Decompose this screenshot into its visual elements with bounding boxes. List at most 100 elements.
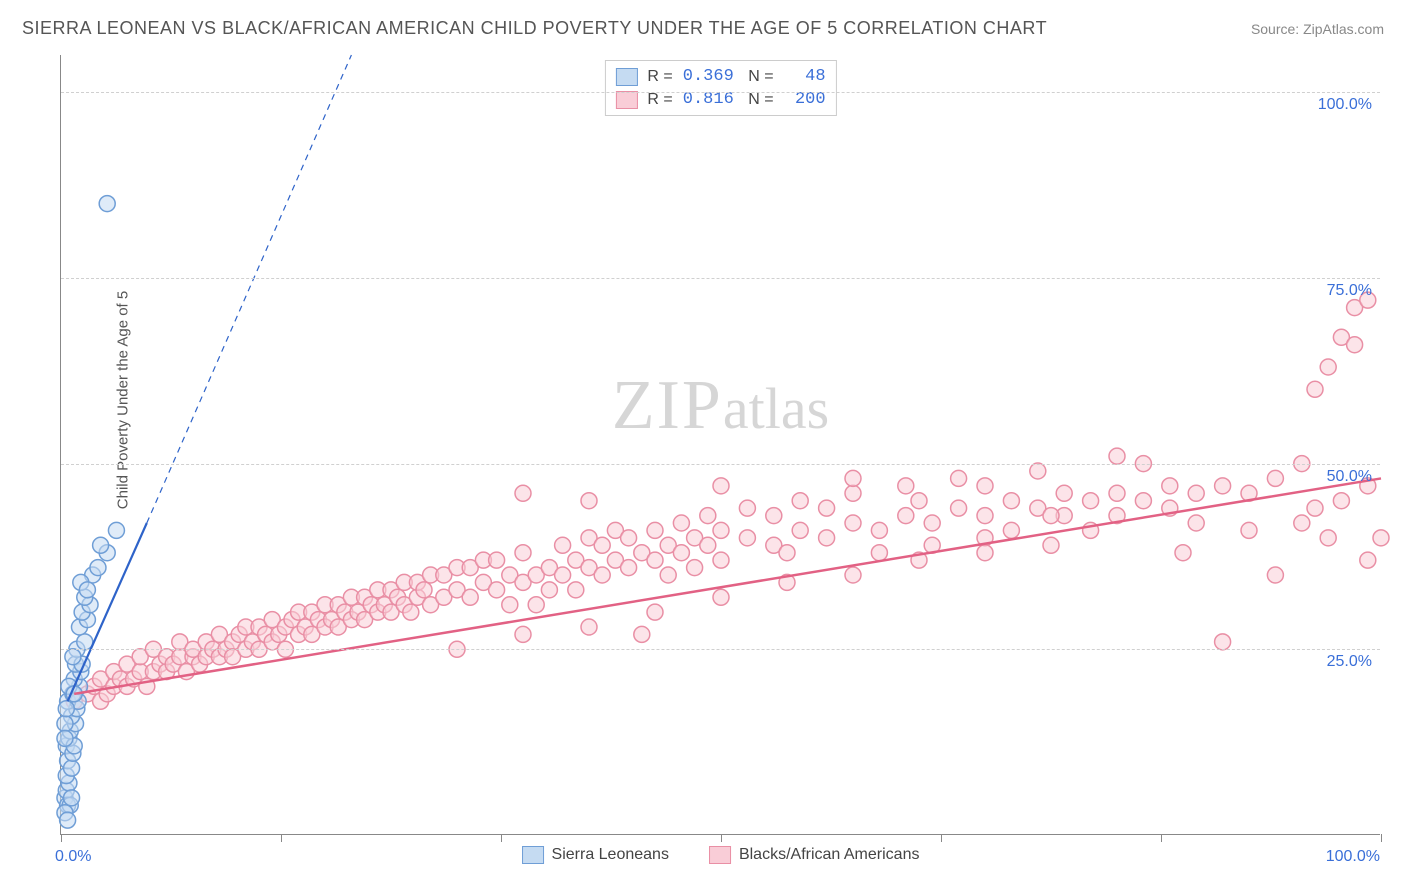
scatter-point-black xyxy=(1267,567,1283,583)
scatter-point-black xyxy=(647,522,663,538)
scatter-point-black xyxy=(1215,478,1231,494)
scatter-point-black xyxy=(515,545,531,561)
x-tick xyxy=(941,834,942,842)
scatter-point-black xyxy=(1043,537,1059,553)
scatter-point-black xyxy=(1241,522,1257,538)
scatter-point-black xyxy=(845,567,861,583)
scatter-point-sierra xyxy=(93,537,109,553)
scatter-point-black xyxy=(898,508,914,524)
series-legend: Sierra Leoneans Blacks/African Americans xyxy=(522,846,920,864)
scatter-point-black xyxy=(845,515,861,531)
swatch-sierra-icon xyxy=(522,846,544,864)
scatter-point-sierra xyxy=(90,560,106,576)
scatter-point-sierra xyxy=(108,522,124,538)
scatter-point-black xyxy=(1360,552,1376,568)
scatter-point-black xyxy=(555,537,571,553)
y-tick-label: 25.0% xyxy=(1327,653,1372,671)
scatter-point-black xyxy=(660,567,676,583)
scatter-point-black xyxy=(1135,493,1151,509)
scatter-svg xyxy=(61,55,1380,834)
gridline xyxy=(61,649,1380,650)
scatter-point-black xyxy=(1188,515,1204,531)
scatter-point-black xyxy=(621,560,637,576)
scatter-point-black xyxy=(1333,493,1349,509)
scatter-point-black xyxy=(924,515,940,531)
scatter-point-black xyxy=(621,530,637,546)
scatter-point-black xyxy=(713,522,729,538)
scatter-point-black xyxy=(403,604,419,620)
trendline-dash-sierra xyxy=(147,55,352,523)
scatter-point-black xyxy=(700,508,716,524)
scatter-point-black xyxy=(977,508,993,524)
x-tick xyxy=(1161,834,1162,842)
corr-row-sierra: R = 0.369 N = 48 xyxy=(615,65,825,88)
x-tick xyxy=(61,834,62,842)
swatch-black-icon xyxy=(709,846,731,864)
scatter-point-sierra xyxy=(79,582,95,598)
scatter-point-black xyxy=(1083,493,1099,509)
scatter-point-sierra xyxy=(60,812,76,828)
scatter-point-sierra xyxy=(58,701,74,717)
scatter-point-black xyxy=(951,500,967,516)
scatter-point-black xyxy=(1320,359,1336,375)
scatter-point-black xyxy=(766,508,782,524)
scatter-point-black xyxy=(594,567,610,583)
chart-title: SIERRA LEONEAN VS BLACK/AFRICAN AMERICAN… xyxy=(22,18,1047,39)
n-label: N = xyxy=(744,91,774,109)
r-label: R = xyxy=(647,91,672,109)
scatter-point-black xyxy=(951,470,967,486)
scatter-point-black xyxy=(634,626,650,642)
scatter-point-black xyxy=(1347,337,1363,353)
scatter-point-black xyxy=(1109,485,1125,501)
scatter-point-black xyxy=(792,522,808,538)
scatter-point-black xyxy=(1188,485,1204,501)
legend-label-sierra: Sierra Leoneans xyxy=(552,846,669,864)
scatter-point-black xyxy=(489,582,505,598)
trendline-black xyxy=(74,478,1381,693)
scatter-point-black xyxy=(581,493,597,509)
plot-area: ZIPatlas R = 0.369 N = 48 R = 0.816 N = … xyxy=(60,55,1380,835)
scatter-point-black xyxy=(1320,530,1336,546)
scatter-point-black xyxy=(528,597,544,613)
scatter-point-black xyxy=(977,545,993,561)
scatter-point-sierra xyxy=(64,790,80,806)
scatter-point-black xyxy=(568,582,584,598)
x-tick xyxy=(721,834,722,842)
scatter-point-black xyxy=(871,522,887,538)
scatter-point-sierra xyxy=(64,760,80,776)
scatter-point-black xyxy=(700,537,716,553)
scatter-point-black xyxy=(462,589,478,605)
scatter-point-black xyxy=(541,582,557,598)
scatter-point-sierra xyxy=(57,730,73,746)
scatter-point-black xyxy=(739,530,755,546)
x-tick xyxy=(501,834,502,842)
scatter-point-sierra xyxy=(57,716,73,732)
correlation-legend: R = 0.369 N = 48 R = 0.816 N = 200 xyxy=(604,60,836,116)
legend-label-black: Blacks/African Americans xyxy=(739,846,920,864)
chart-source: Source: ZipAtlas.com xyxy=(1251,21,1384,37)
legend-item-sierra: Sierra Leoneans xyxy=(522,846,669,864)
chart-header: SIERRA LEONEAN VS BLACK/AFRICAN AMERICAN… xyxy=(22,18,1384,39)
scatter-point-black xyxy=(1307,381,1323,397)
scatter-point-black xyxy=(1215,634,1231,650)
scatter-point-black xyxy=(581,619,597,635)
scatter-point-black xyxy=(502,597,518,613)
scatter-point-black xyxy=(898,478,914,494)
gridline xyxy=(61,92,1380,93)
y-tick-label: 75.0% xyxy=(1327,282,1372,300)
scatter-point-black xyxy=(1294,515,1310,531)
r-label: R = xyxy=(647,68,672,86)
gridline xyxy=(61,278,1380,279)
scatter-point-black xyxy=(845,485,861,501)
legend-item-black: Blacks/African Americans xyxy=(709,846,920,864)
scatter-point-black xyxy=(1003,493,1019,509)
scatter-point-black xyxy=(713,552,729,568)
scatter-point-black xyxy=(1030,463,1046,479)
scatter-point-black xyxy=(416,582,432,598)
scatter-point-black xyxy=(1162,478,1178,494)
scatter-point-black xyxy=(1109,448,1125,464)
y-tick-label: 50.0% xyxy=(1327,468,1372,486)
r-value-sierra: 0.369 xyxy=(683,67,734,86)
scatter-point-sierra xyxy=(65,649,81,665)
x-tick xyxy=(281,834,282,842)
